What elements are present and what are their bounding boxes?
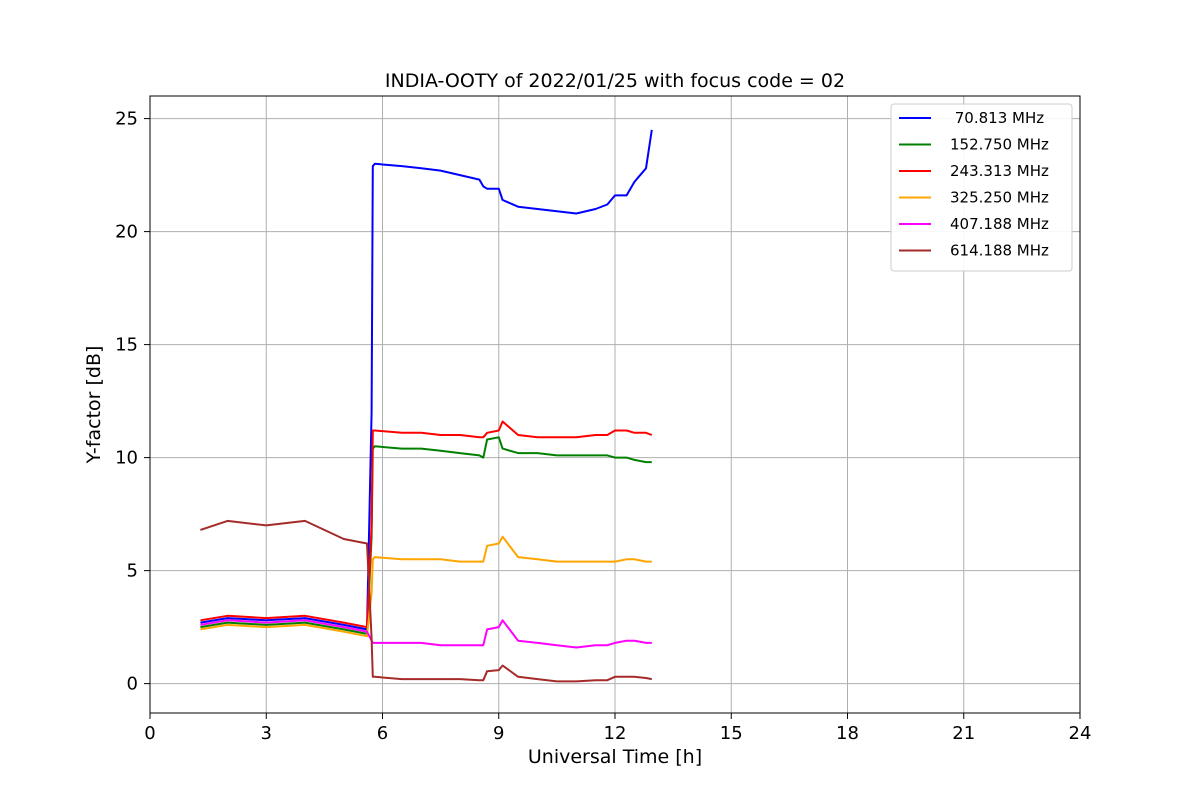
x-tick-label: 21 <box>952 723 975 744</box>
series-line-1 <box>200 129 653 631</box>
series-line-6 <box>200 519 652 683</box>
series-line-3 <box>200 420 653 629</box>
x-tick-label: 3 <box>261 723 272 744</box>
series-line-4 <box>200 535 652 638</box>
legend-box <box>890 103 1073 272</box>
y-axis-label: Y-factor [dB] <box>83 346 105 465</box>
x-tick-label: 12 <box>604 723 627 744</box>
x-axis-label: Universal Time [h] <box>528 746 702 768</box>
chart-title: INDIA-OOTY of 2022/01/25 with focus code… <box>385 70 845 92</box>
y-tick-label: 25 <box>115 109 138 130</box>
y-tick-label: 5 <box>127 561 138 582</box>
series-line-2 <box>200 436 652 635</box>
x-tick-label: 9 <box>493 723 504 744</box>
legend: 70.813 MHz 152.750 MHz 243.313 MHz 325.250 … <box>890 103 1073 272</box>
legend-entry: 152.750 MHz <box>950 136 1049 154</box>
x-tick-label: 0 <box>144 723 155 744</box>
series-line-5 <box>200 619 652 649</box>
x-tick-label: 18 <box>836 723 859 744</box>
axis-ticks: 0 3 6 9 12 15 18 21 24 0 5 10 15 20 25 <box>115 109 1091 744</box>
y-tick-label: 15 <box>115 335 138 356</box>
legend-entry: 70.813 MHz <box>950 109 1044 127</box>
x-tick-label: 6 <box>377 723 388 744</box>
x-tick-label: 15 <box>720 723 743 744</box>
x-tick-label: 24 <box>1069 723 1092 744</box>
legend-entry: 325.250 MHz <box>950 189 1049 207</box>
legend-entry: 407.188 MHz <box>950 215 1049 233</box>
legend-entry: 243.313 MHz <box>950 162 1049 180</box>
series-lines <box>200 129 653 683</box>
y-tick-label: 10 <box>115 448 138 469</box>
y-tick-label: 20 <box>115 222 138 243</box>
legend-entry: 614.188 MHz <box>950 242 1049 260</box>
y-tick-label: 0 <box>127 674 138 695</box>
